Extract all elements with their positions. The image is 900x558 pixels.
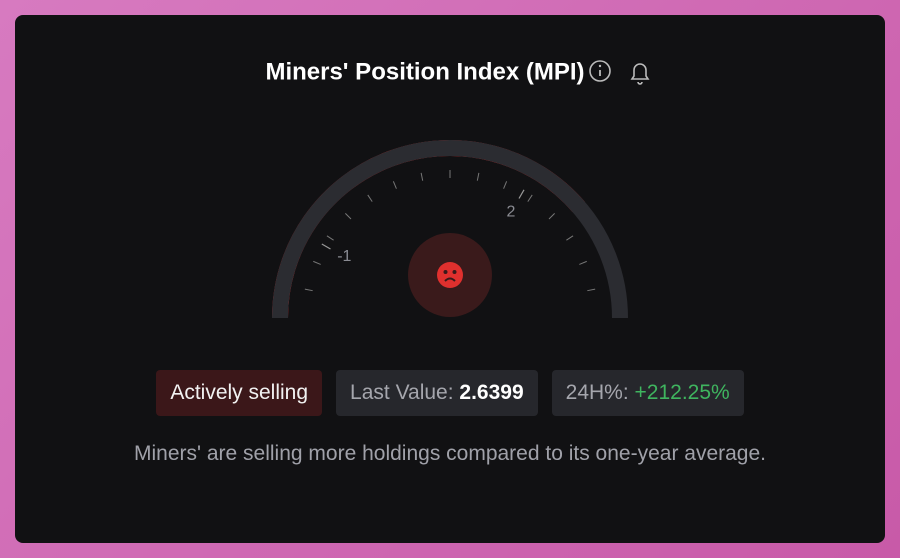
card: Miners' Position Index (MPI) 2 -1 Activel… — [15, 15, 885, 543]
minor-tick — [587, 288, 596, 292]
value-pill: Last Value: 2.6399 — [336, 370, 538, 416]
tick-mark — [518, 189, 525, 199]
sad-face — [437, 262, 463, 288]
minor-tick — [304, 288, 313, 292]
minor-tick — [326, 235, 334, 241]
pills: Actively selling Last Value: 2.6399 24H%… — [15, 370, 885, 416]
minor-tick — [476, 172, 480, 181]
minor-tick — [313, 260, 321, 265]
minor-tick — [367, 194, 373, 202]
gauge-track — [272, 140, 628, 319]
value-caption: Last Value: — [350, 381, 454, 404]
gauge: Miners' Position Index (MPI) 2 -1 — [265, 58, 650, 319]
minor-tick — [527, 194, 533, 202]
info-icon[interactable] — [589, 60, 611, 82]
status-pill: Actively selling — [156, 370, 323, 416]
change-value: +212.25% — [634, 381, 730, 404]
minor-tick — [503, 181, 508, 189]
tick-label: 2 — [507, 204, 516, 221]
tick-mark — [321, 243, 331, 250]
description: Miners' are selling more holdings compar… — [134, 442, 766, 465]
last-value: 2.6399 — [459, 381, 524, 404]
tick-label: -1 — [337, 248, 351, 265]
status: Actively selling — [170, 381, 309, 404]
change-caption: 24H%: — [565, 381, 629, 404]
change-pill: 24H%: +212.25% — [551, 370, 744, 416]
bell-icon[interactable] — [630, 63, 650, 85]
minor-tick — [548, 212, 556, 220]
minor-tick — [392, 181, 397, 189]
title: Miners' Position Index (MPI) — [265, 58, 584, 85]
minor-tick — [566, 235, 574, 241]
minor-tick — [579, 260, 587, 265]
minor-tick — [420, 172, 424, 181]
minor-tick — [344, 212, 352, 220]
